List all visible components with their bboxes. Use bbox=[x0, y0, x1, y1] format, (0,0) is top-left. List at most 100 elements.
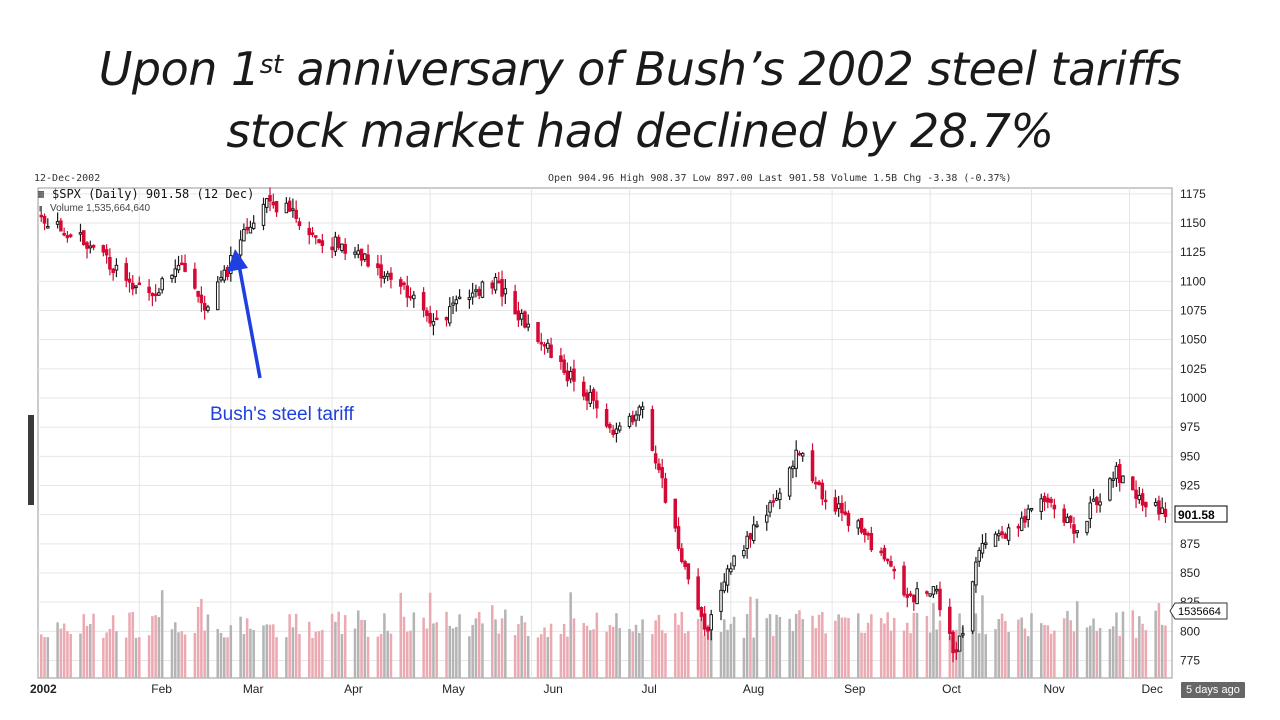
volume-bar bbox=[82, 614, 86, 678]
candle-body bbox=[42, 215, 47, 224]
volume-bar bbox=[638, 632, 641, 678]
candle bbox=[405, 275, 410, 308]
candle bbox=[931, 586, 936, 599]
candle bbox=[242, 223, 246, 242]
candle bbox=[294, 200, 298, 223]
legend-symbol-line: $SPX (Daily) 901.58 (12 Dec) bbox=[52, 187, 254, 201]
candle bbox=[1131, 476, 1135, 491]
candle-body bbox=[183, 262, 187, 272]
candle bbox=[1065, 513, 1070, 524]
candle-body bbox=[363, 253, 367, 260]
volume-bar bbox=[634, 624, 638, 678]
volume-bar bbox=[1085, 627, 1089, 678]
volume-bar bbox=[909, 633, 912, 678]
candle bbox=[147, 279, 151, 301]
candle-body bbox=[951, 631, 955, 654]
candle bbox=[421, 287, 426, 318]
volume-bar bbox=[615, 613, 618, 678]
volume-bar bbox=[219, 632, 223, 678]
volume-bar bbox=[608, 625, 612, 678]
candle-body bbox=[467, 297, 472, 301]
candle-body bbox=[78, 232, 83, 235]
candle-body bbox=[885, 558, 890, 562]
candle bbox=[307, 221, 312, 245]
last-price-marker: 901.58 bbox=[1174, 505, 1228, 523]
volume-bar bbox=[595, 612, 599, 678]
candle bbox=[768, 499, 772, 518]
candle-body bbox=[559, 355, 563, 362]
candle bbox=[742, 545, 746, 559]
candle-body bbox=[768, 502, 772, 513]
volume-bar bbox=[1108, 628, 1112, 678]
candle bbox=[513, 284, 517, 315]
candle bbox=[382, 271, 387, 284]
candle bbox=[108, 248, 112, 276]
y-tick-label: 875 bbox=[1180, 537, 1200, 551]
candle-body bbox=[457, 296, 462, 300]
candle bbox=[1163, 502, 1168, 524]
candle-body bbox=[1131, 476, 1135, 491]
candle-body bbox=[68, 234, 73, 237]
candle bbox=[238, 230, 243, 262]
chart-date-top: 12-Dec-2002 bbox=[34, 173, 100, 184]
candle bbox=[385, 270, 390, 282]
volume-bar bbox=[700, 615, 703, 678]
volume-bar bbox=[343, 615, 347, 678]
candle bbox=[359, 248, 364, 267]
volume-bar bbox=[500, 618, 504, 678]
candle bbox=[889, 555, 893, 568]
volume-bar bbox=[513, 635, 517, 678]
candle bbox=[954, 641, 959, 661]
volume-bar bbox=[242, 634, 246, 678]
candle bbox=[608, 422, 612, 434]
volume-bar bbox=[631, 631, 635, 678]
volume-bar bbox=[226, 637, 229, 678]
legend-volume: ▮ Volume 1,535,664,640 bbox=[38, 203, 151, 214]
volume-bar bbox=[89, 623, 92, 678]
candle-body bbox=[608, 424, 612, 429]
candle bbox=[127, 272, 132, 293]
volume-bar bbox=[337, 611, 340, 678]
candle-body bbox=[268, 195, 272, 202]
y-tick-label: 1100 bbox=[1180, 274, 1206, 288]
candle-body bbox=[706, 627, 710, 632]
volume-bar bbox=[1026, 636, 1030, 678]
candle bbox=[663, 472, 668, 504]
annotation-label: Bush's steel tariff bbox=[210, 404, 354, 425]
candle bbox=[480, 280, 485, 299]
volume-bar bbox=[611, 626, 615, 678]
candle-body bbox=[513, 291, 517, 315]
candle-body bbox=[356, 250, 361, 255]
candle bbox=[938, 581, 942, 617]
candle bbox=[1098, 493, 1102, 513]
candle-body bbox=[157, 292, 161, 296]
candle bbox=[611, 424, 615, 438]
candle-body bbox=[745, 535, 749, 549]
candle-body bbox=[385, 273, 390, 277]
candle-body bbox=[1111, 478, 1115, 481]
volume-bar bbox=[399, 592, 403, 678]
candle-body bbox=[680, 548, 684, 562]
volume-bar bbox=[592, 629, 595, 678]
candle bbox=[101, 244, 106, 257]
volume-bar bbox=[961, 627, 965, 678]
candle bbox=[310, 227, 315, 238]
candle bbox=[55, 212, 60, 229]
volume-bar bbox=[494, 619, 497, 678]
candle-body bbox=[957, 635, 962, 652]
slide-title: Upon 1st anniversary of Bush’s 2002 stee… bbox=[0, 38, 1280, 162]
candle-body bbox=[359, 248, 364, 261]
candle-body bbox=[287, 200, 292, 212]
candle-body bbox=[905, 594, 910, 598]
candle-body bbox=[405, 285, 410, 298]
candle bbox=[363, 253, 367, 263]
candle-body bbox=[663, 478, 668, 503]
volume-bar bbox=[40, 634, 43, 678]
candle-body bbox=[1003, 533, 1008, 539]
volume-bar bbox=[1134, 637, 1138, 678]
candle bbox=[604, 403, 609, 429]
candle bbox=[915, 581, 919, 605]
candle bbox=[657, 458, 661, 474]
candle bbox=[297, 217, 302, 231]
candle-body bbox=[614, 428, 619, 435]
